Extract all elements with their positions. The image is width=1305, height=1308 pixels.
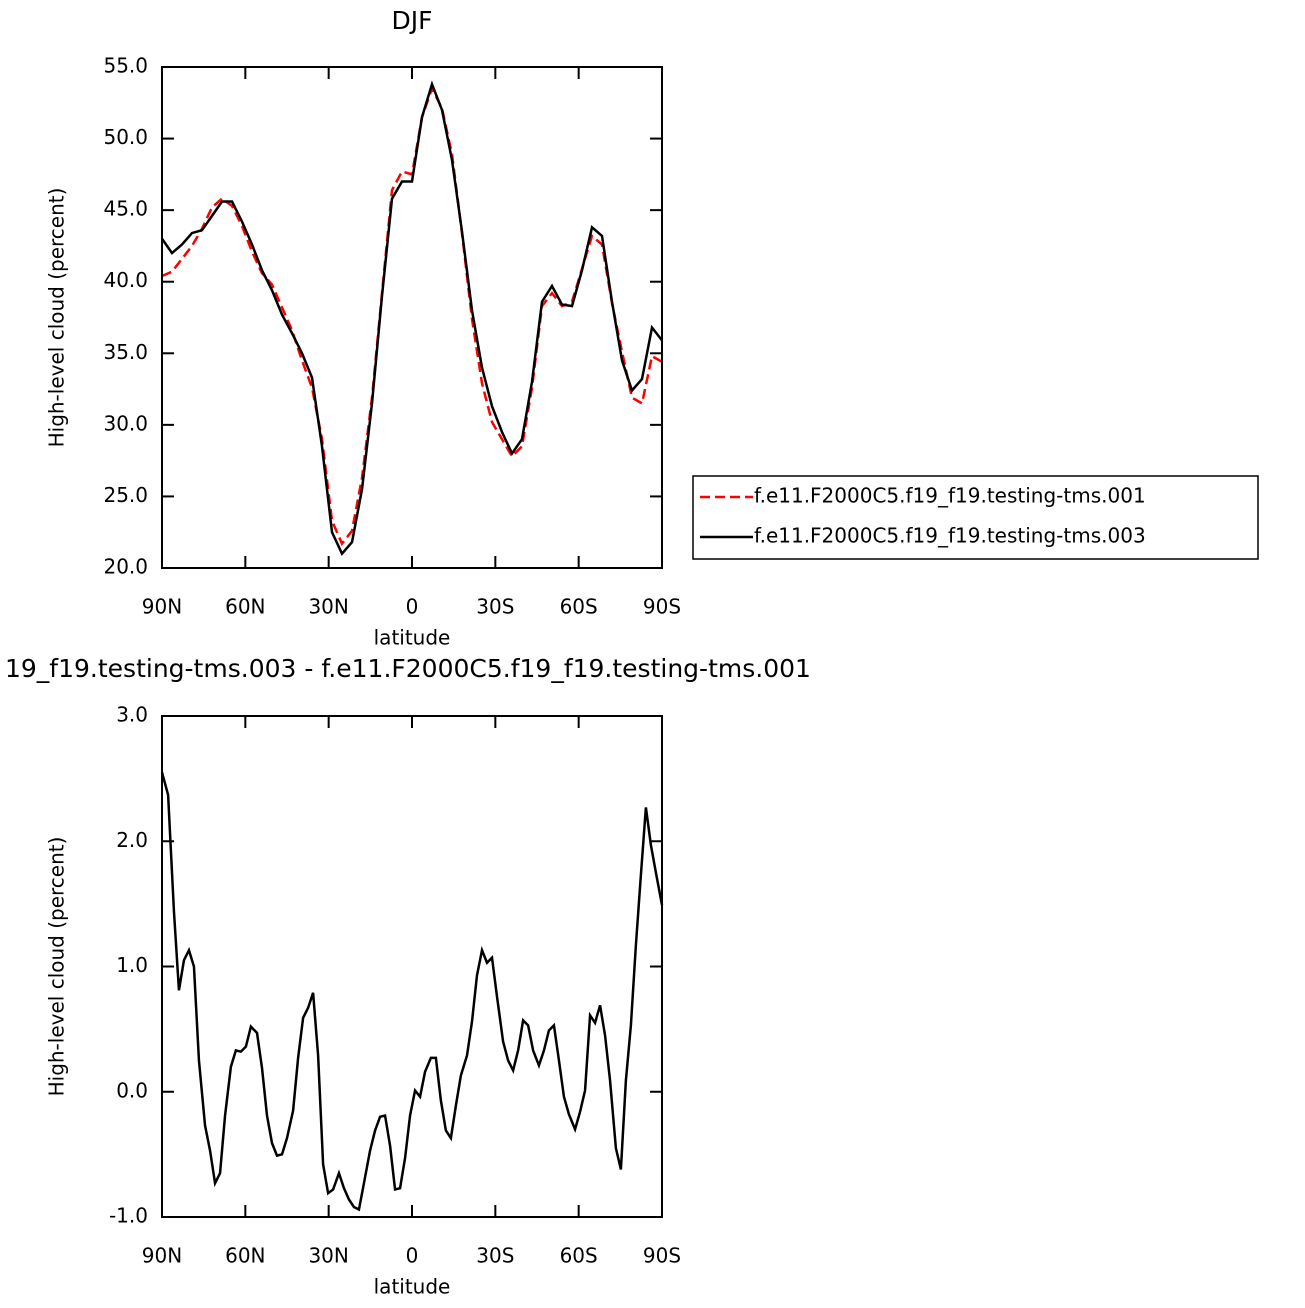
y-axis-label: High-level cloud (percent) [45,837,69,1097]
x-tick-label: 60N [225,1244,265,1268]
y-tick-label: -1.0 [109,1204,148,1228]
y-tick-label: 30.0 [103,411,148,435]
plot-frame [161,715,663,1218]
chart-title: 19_f19.testing-tms.003 - f.e11.F2000C5.f… [5,654,811,683]
y-tick-label: 1.0 [116,953,148,977]
y-axis-label: High-level cloud (percent) [45,188,69,448]
y-tick-label: 2.0 [116,828,148,852]
y-tick-label: 0.0 [116,1078,148,1102]
x-tick-label: 0 [406,1244,419,1268]
legend-label: f.e11.F2000C5.f19_f19.testing-tms.001 [754,484,1146,508]
x-tick-label: 90N [142,595,182,619]
x-tick-label: 90N [142,1244,182,1268]
x-tick-label: 60S [560,595,598,619]
y-tick-label: 35.0 [103,340,148,364]
y-tick-label: 40.0 [103,268,148,292]
chart-title: DJF [391,6,432,35]
y-tick-label: 45.0 [103,197,148,221]
legend-label: f.e11.F2000C5.f19_f19.testing-tms.003 [754,524,1146,548]
y-tick-label: 3.0 [116,703,148,727]
plot-frame [161,66,663,569]
y-tick-label: 20.0 [103,555,148,579]
x-tick-label: 0 [406,595,419,619]
x-tick-label: 90S [643,595,681,619]
legend-box [692,475,1259,560]
x-tick-label: 30N [308,1244,348,1268]
x-tick-label: 60N [225,595,265,619]
x-tick-label: 60S [560,1244,598,1268]
series-line [160,80,663,556]
x-axis-label: latitude [374,1275,451,1299]
x-tick-label: 90S [643,1244,681,1268]
y-tick-label: 25.0 [103,483,148,507]
x-tick-label: 30N [308,595,348,619]
x-axis-label: latitude [374,626,451,650]
y-tick-label: 50.0 [103,125,148,149]
series-line [160,772,664,1212]
y-tick-label: 55.0 [103,54,148,78]
x-tick-label: 30S [476,1244,514,1268]
series-line [161,85,663,547]
x-tick-label: 30S [476,595,514,619]
